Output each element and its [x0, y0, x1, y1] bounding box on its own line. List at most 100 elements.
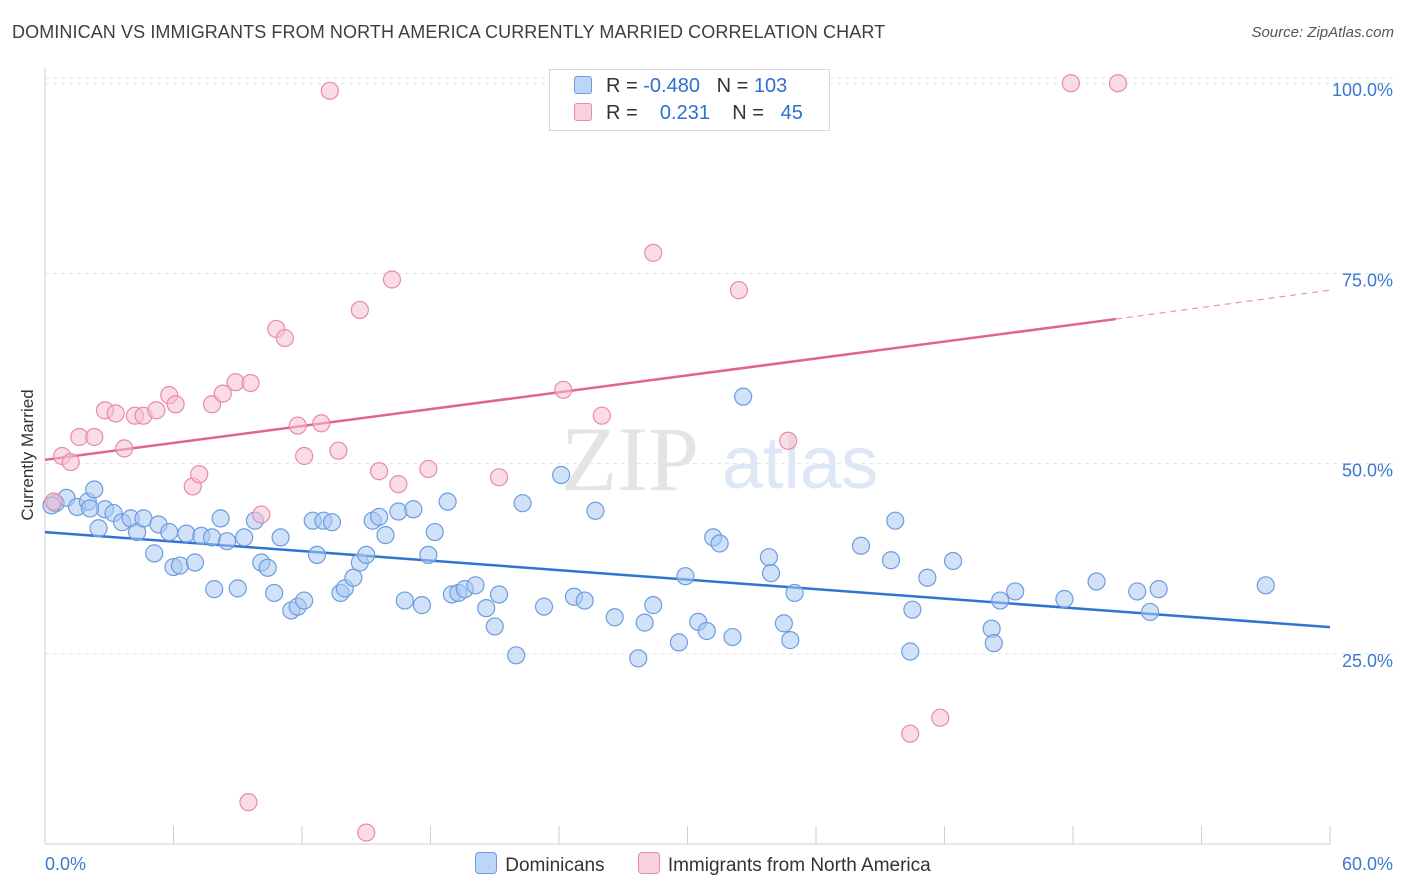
point-immigrants [115, 439, 134, 458]
point-dominicans [710, 534, 729, 553]
point-dominicans [295, 591, 314, 610]
point-immigrants [350, 300, 369, 320]
point-dominicans [271, 528, 290, 547]
point-immigrants [489, 468, 509, 487]
point-immigrants [106, 404, 125, 423]
point-dominicans [552, 465, 571, 485]
point-immigrants [288, 416, 307, 435]
point-immigrants [166, 395, 185, 414]
point-dominicans [629, 649, 648, 668]
point-dominicans [901, 642, 920, 661]
legend-label: Immigrants from North America [667, 855, 931, 876]
point-dominicans [1128, 582, 1147, 601]
legend-swatch-pink [574, 103, 592, 121]
point-immigrants [252, 505, 271, 524]
series-legend: Dominicans Immigrants from North America [0, 852, 1406, 877]
point-immigrants [275, 328, 294, 348]
legend-swatch-blue [574, 76, 592, 94]
point-dominicans [177, 524, 196, 543]
legend-item-dominicans[interactable]: Dominicans [475, 852, 605, 877]
point-dominicans [489, 585, 509, 604]
point-immigrants [85, 427, 104, 447]
legend-row-dominicans: R = -0.480 N = 103 [574, 75, 787, 98]
point-dominicans [395, 591, 414, 610]
point-dominicans [676, 567, 695, 586]
legend-r-label: R = [606, 102, 638, 124]
point-dominicans [781, 631, 800, 650]
point-immigrants [1061, 74, 1080, 93]
point-immigrants [419, 459, 438, 479]
point-immigrants [320, 81, 339, 100]
point-dominicans [235, 528, 254, 547]
point-immigrants [729, 281, 749, 300]
point-dominicans [1256, 576, 1275, 595]
data-points [42, 74, 1275, 842]
point-dominicans [389, 502, 408, 521]
point-dominicans [357, 545, 376, 565]
legend-n-label: N = [716, 75, 749, 97]
point-dominicans [697, 621, 716, 641]
legend-swatch-blue [475, 852, 498, 874]
legend-label: Dominicans [505, 855, 605, 876]
point-dominicans [635, 613, 654, 632]
point-dominicans [881, 551, 901, 570]
point-dominicans [761, 564, 781, 583]
legend-r-value: 0.231 [659, 102, 710, 124]
trend-line-immigrants [44, 317, 1116, 462]
x-tick-label: 60.0% [1342, 854, 1393, 874]
point-immigrants [382, 270, 402, 289]
point-dominicans [370, 507, 389, 526]
y-tick-label: 25.0% [1342, 651, 1393, 671]
point-dominicans [903, 600, 922, 619]
point-dominicans [575, 591, 594, 610]
point-immigrants [370, 462, 389, 481]
point-immigrants [1108, 74, 1128, 93]
watermark-zip: ZIP [561, 408, 699, 510]
y-tick-label: 100.0% [1332, 80, 1393, 100]
point-dominicans [438, 492, 457, 511]
legend-r-value: -0.480 [643, 75, 700, 97]
point-immigrants [190, 465, 209, 484]
tick-labels: 25.0% 50.0% 75.0% 100.0% 0.0% 60.0% [45, 80, 1393, 874]
point-dominicans [991, 591, 1010, 610]
point-immigrants [389, 475, 408, 494]
point-dominicans [586, 501, 605, 520]
point-immigrants [554, 380, 573, 399]
point-dominicans [734, 387, 753, 406]
point-dominicans [466, 576, 485, 595]
point-immigrants [357, 823, 376, 842]
x-tick-label: 0.0% [45, 854, 86, 874]
legend-n-value: 103 [753, 75, 788, 97]
legend-item-immigrants[interactable]: Immigrants from North America [637, 852, 931, 877]
point-immigrants [592, 406, 611, 425]
axes [44, 68, 1331, 845]
trend-line-immigrants-extension [1115, 289, 1331, 320]
point-dominicans [205, 580, 224, 599]
correlation-legend: R = -0.480 N = 103 R = 0.231 N = 45 [549, 69, 830, 131]
gridlines [45, 77, 1395, 655]
source-credit: Source: ZipAtlas.com [1251, 24, 1394, 41]
point-dominicans [145, 544, 164, 563]
point-dominicans [85, 480, 104, 499]
point-dominicans [419, 545, 438, 565]
point-dominicans [170, 556, 190, 575]
point-dominicans [202, 528, 222, 547]
point-dominicans [376, 526, 395, 545]
point-dominicans [774, 614, 793, 633]
point-dominicans [1087, 572, 1106, 591]
point-immigrants [931, 708, 950, 727]
point-dominicans [513, 494, 532, 513]
point-dominicans [1140, 602, 1160, 622]
point-dominicans [344, 568, 363, 587]
point-dominicans [89, 519, 108, 538]
point-dominicans [851, 536, 871, 555]
legend-row-immigrants: R = 0.231 N = 45 [574, 102, 803, 125]
legend-n-label: N = [732, 102, 764, 124]
legend-n-value: 45 [780, 102, 803, 124]
point-dominicans [80, 499, 100, 518]
point-immigrants [213, 384, 232, 403]
point-dominicans [918, 568, 937, 587]
legend-r-label: R = [606, 75, 638, 97]
point-dominicans [759, 548, 778, 567]
